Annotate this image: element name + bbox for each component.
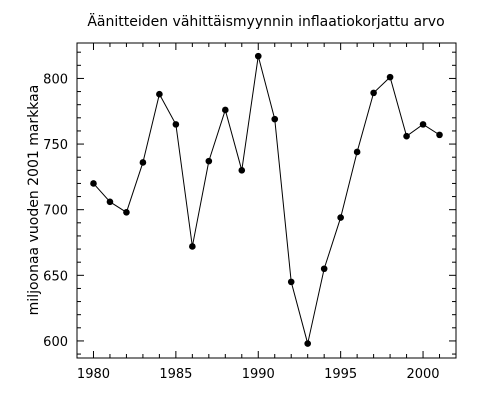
data-point <box>172 121 180 128</box>
axis-ticks <box>76 43 457 358</box>
data-point <box>386 73 394 81</box>
chart-title: Äänitteiden vähittäismyynnin inflaatioko… <box>87 12 444 30</box>
data-point <box>370 89 377 97</box>
x-tick-label: 1985 <box>159 367 192 382</box>
data-point <box>238 167 246 174</box>
data-point <box>254 52 262 60</box>
x-tick-label: 1990 <box>242 367 275 382</box>
data-point <box>403 132 410 140</box>
data-point <box>320 265 328 273</box>
y-axis-label: miljoonaa vuoden 2001 markkaa <box>26 85 42 316</box>
data-point <box>205 157 213 165</box>
y-tick-label: 800 <box>43 72 68 87</box>
y-tick-label: 600 <box>43 335 68 350</box>
data-point <box>123 209 130 216</box>
data-point <box>337 214 344 221</box>
y-tick-label: 650 <box>43 269 68 284</box>
series-group <box>90 52 443 347</box>
x-tick-label: 1995 <box>324 367 357 382</box>
data-point <box>419 121 427 128</box>
axis-tick-labels: 1980 1985 1990 1995 2000 600 650 700 750 800 <box>43 72 439 382</box>
y-tick-label: 750 <box>43 138 68 153</box>
data-point <box>287 278 295 286</box>
data-point <box>156 90 163 98</box>
data-point <box>106 198 114 206</box>
y-tick-label: 700 <box>43 204 68 219</box>
data-point <box>189 243 196 250</box>
data-point <box>436 131 443 139</box>
data-point <box>304 340 311 347</box>
x-tick-label: 1980 <box>77 367 110 382</box>
series-line <box>93 55 440 344</box>
data-point <box>353 148 361 156</box>
data-point <box>271 115 279 123</box>
plot-frame <box>76 42 457 359</box>
x-tick-label: 2000 <box>406 367 439 382</box>
data-point <box>222 106 229 114</box>
data-point <box>139 159 147 166</box>
data-point <box>90 180 97 187</box>
